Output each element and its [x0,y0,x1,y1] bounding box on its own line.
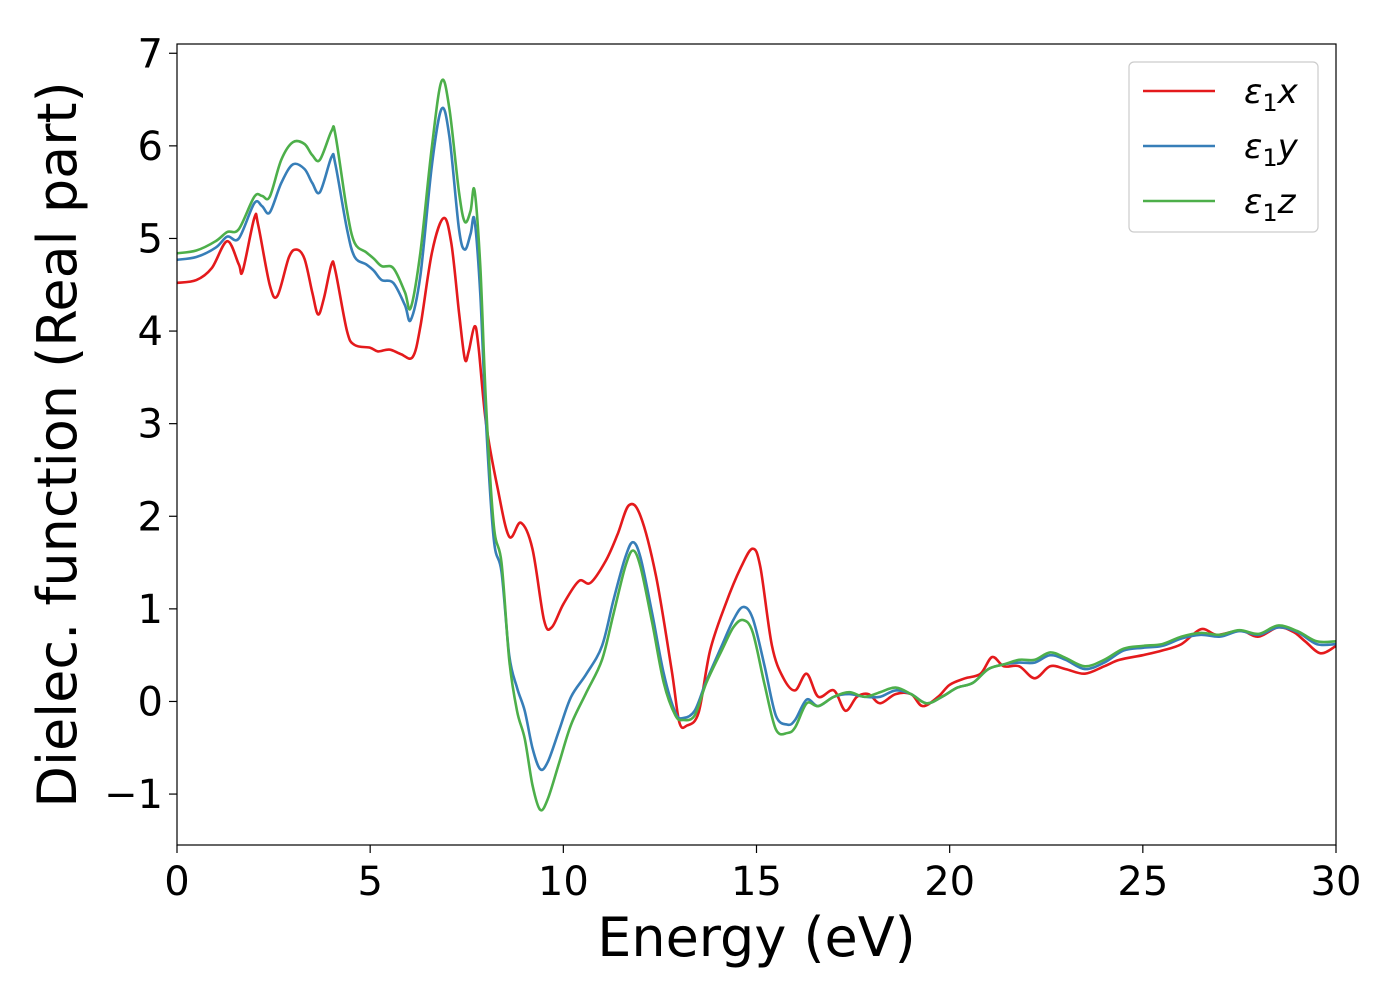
series-line-y [177,106,1336,772]
y-axis: −1 0 1 2 3 4 5 6 7 [104,31,177,818]
y-tick-label: 6 [138,124,163,170]
x-axis-title: Energy (eV) [597,906,916,969]
x-tick-label: 0 [164,859,189,905]
x-tick-label: 10 [538,859,589,905]
y-tick-label: 4 [138,309,163,355]
x-axis: 0 5 10 15 20 25 30 [164,845,1361,905]
y-tick-label: −1 [104,772,163,818]
y-tick-label: 1 [138,587,163,633]
legend-label: ε1y [1244,127,1299,172]
series-lines [177,78,1336,812]
y-axis-title: Dielec. function (Real part) [26,81,89,807]
x-tick-label: 5 [357,859,382,905]
legend-entry-z: ε1z [1143,182,1297,227]
x-tick-label: 20 [924,859,975,905]
y-tick-label: 5 [138,216,163,262]
x-tick-label: 15 [731,859,782,905]
x-tick-label: 25 [1117,859,1168,905]
legend-entry-x: ε1x [1143,72,1299,117]
y-tick-label: 3 [138,402,163,448]
legend-entry-y: ε1y [1143,127,1299,172]
y-tick-label: 2 [138,494,163,540]
legend-label: ε1x [1244,72,1299,117]
series-line-x [177,212,1336,730]
y-tick-label: 0 [138,679,163,725]
legend-box [1128,61,1319,233]
series-line-z [177,78,1336,812]
y-tick-label: 7 [138,31,163,77]
x-tick-label: 30 [1311,859,1362,905]
legend: ε1x ε1y ε1z [1128,61,1319,233]
legend-label: ε1z [1244,182,1297,227]
